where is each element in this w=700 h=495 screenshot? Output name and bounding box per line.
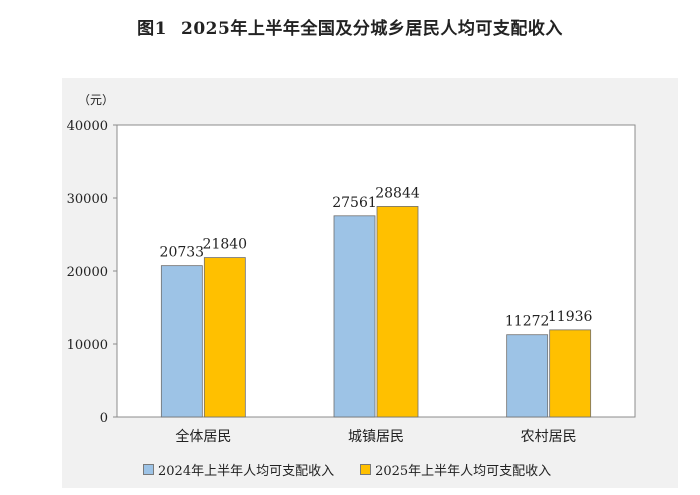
data-label: 20733: [160, 245, 205, 261]
chart-title-text: 2025年上半年全国及分城乡居民人均可支配收入: [181, 19, 563, 39]
x-tick-label: 全体居民: [175, 428, 231, 445]
legend: 2024年上半年人均可支配收入 2025年上半年人均可支配收入: [143, 460, 551, 479]
y-tick-label: 20000: [67, 265, 108, 280]
legend-label-2025: 2025年上半年人均可支配收入: [375, 464, 552, 479]
y-tick-label: 10000: [67, 338, 108, 353]
x-tick-label: 农村居民: [521, 429, 577, 445]
bar: [160, 265, 203, 418]
y-tick-label: 40000: [67, 119, 108, 134]
legend-label-2024: 2024年上半年人均可支配收入: [158, 464, 335, 479]
chart-title: 图1 2025年上半年全国及分城乡居民人均可支配收入: [0, 14, 700, 39]
y-tick-label: 0: [100, 411, 108, 426]
y-axis-label: （元）: [78, 93, 114, 107]
bar: [203, 257, 246, 418]
data-label: 28844: [375, 185, 420, 201]
legend-swatch-2025: [360, 464, 372, 475]
bar: [333, 215, 376, 418]
x-tick-label: 城镇居民: [348, 429, 404, 445]
data-label: 11272: [505, 314, 550, 330]
plot-area: [116, 124, 636, 418]
bar: [549, 329, 592, 418]
legend-item-2024: 2024年上半年人均可支配收入: [143, 460, 334, 479]
data-label: 11936: [548, 309, 593, 325]
bar: [376, 206, 419, 418]
y-tick-label: 30000: [67, 192, 108, 207]
data-label: 27561: [332, 195, 377, 211]
legend-swatch-2024: [143, 464, 154, 475]
data-label: 21840: [203, 237, 248, 253]
legend-item-2025: 2025年上半年人均可支配收入: [360, 460, 551, 479]
chart-title-number: 图1: [137, 19, 167, 39]
bar: [506, 334, 549, 418]
